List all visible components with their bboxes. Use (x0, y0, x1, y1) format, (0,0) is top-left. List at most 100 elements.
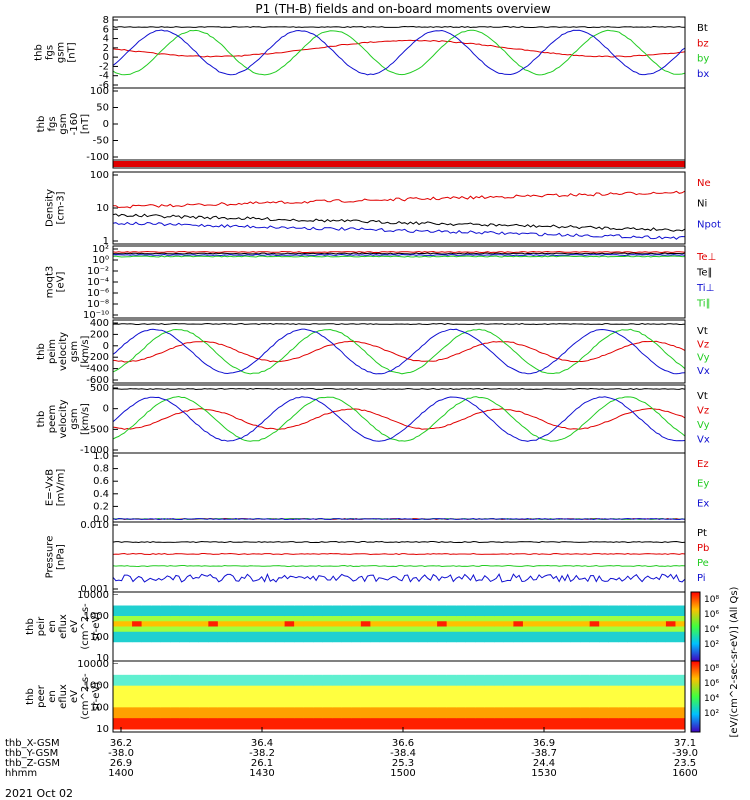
spectrogram-cell (465, 647, 476, 654)
spectrogram-cell (246, 637, 257, 643)
legend-Ex: Ex (697, 498, 709, 509)
spectrogram-cell (208, 595, 219, 601)
spectrogram-cell (599, 712, 610, 719)
spectrogram-cell (665, 647, 676, 654)
spectrogram-cell (456, 610, 467, 617)
spectrogram-cell (475, 631, 486, 638)
panel-4-ytick: 10⁻⁸ (87, 299, 109, 310)
spectrogram-cell (589, 664, 600, 670)
spectrogram-cell (408, 718, 419, 725)
spectrogram-cell (170, 669, 181, 676)
panel-10-ylabel: thb (25, 688, 36, 705)
spectrogram-cell (122, 642, 133, 648)
spectrogram-cell (627, 680, 638, 687)
spectrogram-cell (246, 691, 257, 697)
spectrogram-cell (437, 610, 448, 617)
spectrogram-cell (227, 621, 238, 627)
spectrogram-cell (122, 621, 133, 627)
spectrogram-cell (217, 610, 228, 617)
spectrogram-cell (179, 707, 190, 714)
spectrogram-cell (637, 626, 648, 633)
spectrogram-cell (379, 696, 390, 703)
spectrogram-cell (217, 631, 228, 638)
spectrogram-cell (580, 600, 591, 606)
spectrogram-cell (322, 605, 333, 612)
spectrogram-cell (542, 685, 553, 692)
spectrogram-cell (513, 652, 524, 659)
spectrogram-cell (389, 631, 400, 638)
spectrogram-cell (284, 723, 295, 730)
spectrogram-cell (599, 605, 610, 612)
spectrogram-cell (217, 696, 228, 703)
panel-5-ytick: 400 (90, 318, 109, 329)
spectrogram-cell (113, 723, 124, 730)
spectrogram-cell (294, 605, 305, 612)
spectrogram-cell (646, 610, 657, 617)
spectrogram-cell (294, 707, 305, 714)
spectrogram-cell (160, 669, 171, 676)
panel-7-ylabel: E=-VxB (45, 469, 56, 506)
spectrogram-cell (484, 696, 495, 703)
spectrogram-cell (351, 642, 362, 648)
spectrogram-cell (275, 691, 286, 697)
spectrogram-cell (561, 595, 572, 601)
spectrogram-cell (141, 685, 152, 692)
spectrogram-cell (170, 685, 181, 692)
spectrogram-cell (236, 696, 247, 703)
series-Vx (112, 396, 686, 442)
spectrogram-cell (618, 647, 629, 654)
spectrogram-cell (408, 707, 419, 714)
xaxis-tick-label: 1430 (249, 768, 274, 779)
spectrogram-cell (408, 685, 419, 692)
spectrogram-cell (484, 674, 495, 681)
spectrogram-cell (227, 626, 238, 633)
spectrogram-cell (522, 707, 533, 714)
spectrogram-cell (217, 664, 228, 670)
spectrogram-cell (646, 701, 657, 708)
spectrogram-cell (341, 669, 352, 676)
spectrogram-cell (627, 652, 638, 659)
spectrogram-cell (408, 600, 419, 606)
spectrogram-cell (399, 595, 410, 601)
spectrogram-cell (465, 669, 476, 676)
spectrogram-cell (399, 685, 410, 692)
spectrogram-cell (246, 701, 257, 708)
panel-0-ylabel: gsm (56, 42, 67, 63)
spectrogram-cell (113, 696, 124, 703)
spectrogram-cell (608, 610, 619, 617)
spectrogram-cell (656, 600, 667, 606)
spectrogram-cell (475, 723, 486, 730)
spectrogram-cell (217, 674, 228, 681)
spectrogram-cell (303, 600, 314, 606)
spectrogram-cell (246, 664, 257, 670)
spectrogram-cell (294, 664, 305, 670)
spectrogram-cell (599, 680, 610, 687)
spectrogram-cell (637, 680, 648, 687)
spectrogram-cell (456, 701, 467, 708)
panel-10-ylabel: sr-eV) (91, 682, 102, 711)
spectrogram-cell (179, 674, 190, 681)
spectrogram-cell (427, 637, 438, 643)
spectrogram-cell (132, 631, 143, 638)
spectrogram-cell (456, 712, 467, 719)
spectrogram-cell (399, 631, 410, 638)
spectrogram-cell (608, 621, 619, 627)
series-Vz (112, 407, 686, 430)
spectrogram-cell (446, 669, 457, 676)
spectrogram-cell (179, 631, 190, 638)
spectrogram-cell (418, 605, 429, 612)
spectrogram-cell (522, 696, 533, 703)
spectrogram-cell (608, 707, 619, 714)
spectrogram-cell (351, 647, 362, 654)
spectrogram-cell (437, 637, 448, 643)
spectrogram-cell (627, 616, 638, 622)
spectrogram-cell (113, 626, 124, 633)
spectrogram-cell (113, 691, 124, 697)
spectrogram-cell (542, 664, 553, 670)
spectrogram-cell (313, 637, 324, 643)
spectrogram-cell (341, 647, 352, 654)
spectrogram-cell (656, 696, 667, 703)
xaxis-row-label: thb_Y-GSM (5, 748, 58, 759)
panel-5-ylabel: gsm (69, 341, 80, 362)
